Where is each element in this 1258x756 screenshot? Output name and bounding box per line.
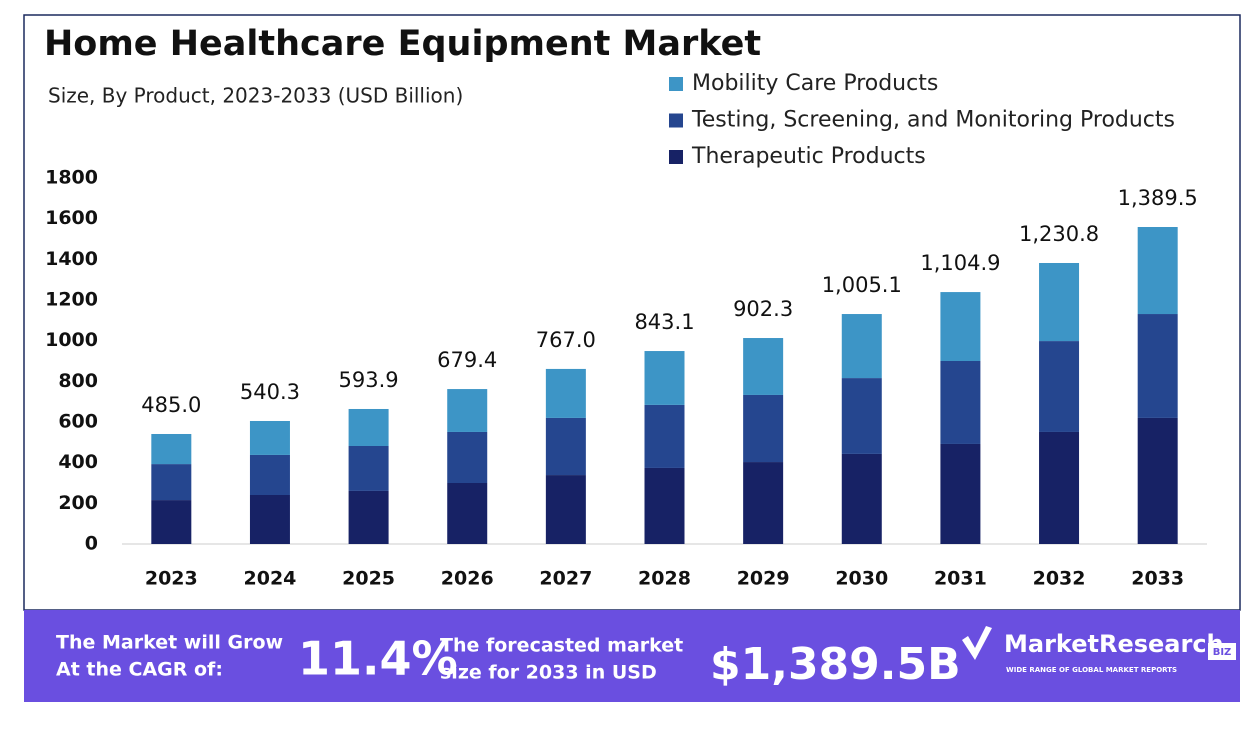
footer-text: The Market will Grow bbox=[56, 632, 283, 654]
legend-swatch bbox=[669, 150, 683, 164]
y-tick-label: 0 bbox=[85, 533, 98, 555]
bar-segment bbox=[249, 420, 290, 455]
footer-text: The forecasted market bbox=[440, 635, 683, 657]
bar-segment bbox=[940, 361, 981, 444]
chart-subtitle: Size, By Product, 2023-2033 (USD Billion… bbox=[48, 84, 463, 108]
y-tick-label: 1800 bbox=[45, 167, 98, 189]
bar-segment bbox=[1039, 262, 1080, 342]
x-tick-label: 2025 bbox=[342, 568, 395, 590]
legend-label: Testing, Screening, and Monitoring Produ… bbox=[691, 108, 1175, 133]
y-tick-label: 600 bbox=[58, 411, 98, 433]
forecast-value: $1,389.5B bbox=[710, 639, 961, 690]
logo-badge: BIZ bbox=[1213, 647, 1232, 658]
cagr-value: 11.4% bbox=[298, 632, 458, 686]
total-label: 767.0 bbox=[536, 328, 596, 352]
footer-text: size for 2033 in USD bbox=[440, 662, 657, 684]
x-tick-label: 2028 bbox=[638, 568, 691, 590]
total-label: 540.3 bbox=[240, 380, 300, 404]
bar-segment bbox=[644, 467, 685, 544]
bar-segment bbox=[841, 378, 882, 454]
total-label: 1,005.1 bbox=[822, 273, 902, 297]
total-label: 843.1 bbox=[634, 310, 694, 334]
bar-segment bbox=[940, 292, 981, 361]
logo-icon bbox=[962, 626, 992, 660]
bar-segment bbox=[1039, 341, 1080, 432]
y-tick-label: 1000 bbox=[45, 329, 98, 351]
footer-banner bbox=[24, 610, 1240, 702]
bar-segment bbox=[644, 351, 685, 405]
bar-segment bbox=[249, 454, 290, 495]
bar-segment bbox=[249, 494, 290, 544]
total-label: 593.9 bbox=[339, 368, 399, 392]
bar-segment bbox=[151, 500, 192, 544]
x-tick-label: 2026 bbox=[441, 568, 494, 590]
bar-segment bbox=[348, 408, 389, 446]
x-tick-label: 2027 bbox=[539, 568, 592, 590]
bar-segment bbox=[348, 445, 389, 491]
bar-segment bbox=[1137, 314, 1178, 418]
bar-segment bbox=[841, 453, 882, 544]
x-tick-label: 2031 bbox=[934, 568, 987, 590]
bar-segment bbox=[151, 464, 192, 501]
legend-swatch bbox=[669, 113, 683, 128]
bar-segment bbox=[1137, 227, 1178, 315]
bar-segment bbox=[1039, 431, 1080, 544]
x-tick-label: 2023 bbox=[145, 568, 198, 590]
y-tick-label: 1600 bbox=[45, 207, 98, 229]
legend-label: Therapeutic Products bbox=[691, 144, 926, 169]
bar-segment bbox=[940, 443, 981, 544]
bar-segment bbox=[644, 404, 685, 468]
logo-badge-bg bbox=[1208, 643, 1236, 660]
total-label: 1,104.9 bbox=[920, 251, 1000, 275]
bar-segment bbox=[348, 490, 389, 544]
bar-segment bbox=[545, 475, 586, 544]
y-tick-label: 1200 bbox=[45, 289, 98, 311]
legend-swatch bbox=[669, 77, 683, 91]
bar-segment bbox=[545, 368, 586, 418]
y-tick-label: 400 bbox=[58, 451, 98, 473]
total-label: 1,389.5 bbox=[1118, 186, 1198, 210]
bar-segment bbox=[447, 483, 488, 544]
logo: MarketResearch bbox=[1004, 630, 1224, 658]
x-tick-label: 2024 bbox=[244, 568, 297, 590]
total-label: 485.0 bbox=[141, 393, 201, 417]
total-label: 902.3 bbox=[733, 297, 793, 321]
x-tick-label: 2032 bbox=[1033, 568, 1086, 590]
bar-segment bbox=[447, 431, 488, 483]
y-tick-label: 800 bbox=[58, 370, 98, 392]
y-tick-label: 1400 bbox=[45, 248, 98, 270]
y-tick-label: 200 bbox=[58, 492, 98, 514]
bar-segment bbox=[447, 389, 488, 432]
logo-tagline: WIDE RANGE OF GLOBAL MARKET REPORTS bbox=[1006, 666, 1177, 674]
total-label: 679.4 bbox=[437, 348, 497, 372]
chart-title: Home Healthcare Equipment Market bbox=[44, 24, 761, 64]
bar-segment bbox=[545, 417, 586, 476]
bar-segment bbox=[743, 338, 784, 395]
bar-segment bbox=[1137, 417, 1178, 544]
x-tick-label: 2030 bbox=[835, 568, 888, 590]
bar-segment bbox=[151, 433, 192, 465]
footer-text: At the CAGR of: bbox=[56, 659, 223, 681]
legend-label: Mobility Care Products bbox=[692, 71, 938, 96]
bar-segment bbox=[841, 314, 882, 379]
bar-segment bbox=[743, 462, 784, 544]
x-tick-label: 2033 bbox=[1131, 568, 1184, 590]
total-label: 1,230.8 bbox=[1019, 222, 1099, 246]
x-tick-label: 2029 bbox=[737, 568, 790, 590]
bar-segment bbox=[743, 394, 784, 463]
